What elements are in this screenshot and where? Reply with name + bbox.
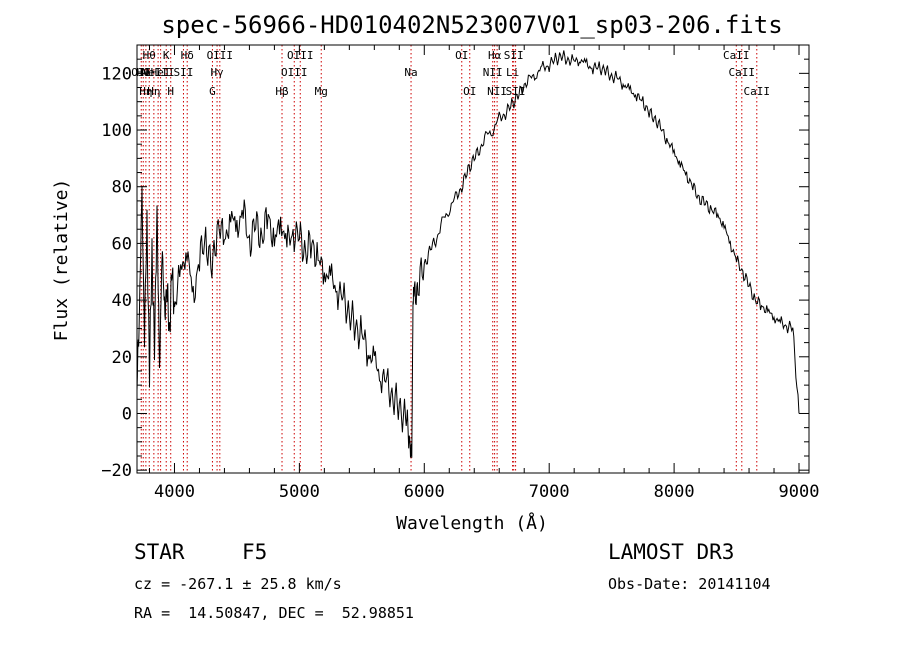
line-marker-label: SII: [504, 49, 524, 62]
y-tick-label: 0: [122, 404, 132, 424]
x-axis-label: Wavelength (Å): [396, 512, 548, 534]
x-tick-label: 4000: [154, 482, 195, 502]
line-marker-label: OIII: [281, 66, 308, 79]
line-marker-label: Li: [506, 66, 519, 79]
line-marker-label: Mg: [315, 85, 328, 98]
y-tick-label: 100: [101, 121, 132, 141]
line-marker-label: Hθ: [137, 66, 150, 79]
line-marker-label: OIII: [207, 49, 234, 62]
line-marker-label: OI: [455, 49, 468, 62]
line-marker-label: OI: [463, 85, 476, 98]
plot-frame: [136, 44, 810, 474]
line-marker-label: Hη: [147, 85, 160, 98]
line-marker-label: Hη: [139, 85, 152, 98]
line-marker-label: NII: [483, 66, 503, 79]
spectrum-line: [136, 50, 800, 458]
y-tick-label: 20: [112, 348, 132, 368]
x-tick-label: 6000: [404, 482, 445, 502]
line-marker-label: OIII: [287, 49, 314, 62]
y-tick-label: 40: [112, 291, 132, 311]
survey-name: LAMOST DR3: [608, 540, 735, 564]
redshift-readout: cz = -267.1 ± 25.8 km/s: [134, 575, 342, 593]
x-tick-label: 8000: [654, 482, 695, 502]
line-marker-label: H: [167, 85, 174, 98]
x-tick-label: 5000: [279, 482, 320, 502]
line-marker-label: Hδ: [181, 49, 194, 62]
y-tick-label: 80: [112, 178, 132, 198]
axis-ticks: 4000 5000 6000 7000 8000 9000 −20 0 20 40 60 80 100 1…: [101, 44, 820, 502]
obs-date: Obs-Date: 20141104: [608, 575, 771, 593]
ra-dec-readout: RA = 14.50847, DEC = 52.98851: [134, 604, 414, 622]
spectral-subclass: F5: [242, 540, 268, 564]
line-marker-label: HeI: [151, 66, 171, 79]
line-marker-label: NII: [487, 85, 507, 98]
y-axis-label: Flux (relative): [51, 179, 72, 342]
x-tick-label: 9000: [779, 482, 820, 502]
line-marker-label: K: [163, 49, 170, 62]
y-tick-label: 60: [112, 234, 132, 254]
line-marker-label: Hβ: [275, 85, 289, 98]
line-marker-label: CaII: [744, 85, 771, 98]
object-class: STAR: [134, 540, 185, 564]
line-marker-label: G: [209, 85, 216, 98]
line-marker-label: CaII: [729, 66, 756, 79]
y-tick-label: 120: [101, 64, 132, 84]
line-marker-label: Hθ: [143, 49, 156, 62]
line-marker-label: CaII: [723, 49, 750, 62]
line-marker-label: SII: [174, 66, 194, 79]
x-tick-label: 7000: [529, 482, 570, 502]
line-marker-label: SII: [506, 85, 526, 98]
line-marker-label: Hγ: [210, 66, 224, 79]
emission-line-markers: OIIHθHηHθHηNeIIIHeIKHSIIHδGHγOIIIHβOIIIO…: [131, 45, 770, 473]
line-marker-label: Na: [404, 66, 417, 79]
chart-title: spec-56966-HD010402N523007V01_sp03-206.f…: [161, 11, 782, 39]
line-marker-label: Hα: [488, 49, 502, 62]
y-tick-label: −20: [101, 461, 132, 481]
